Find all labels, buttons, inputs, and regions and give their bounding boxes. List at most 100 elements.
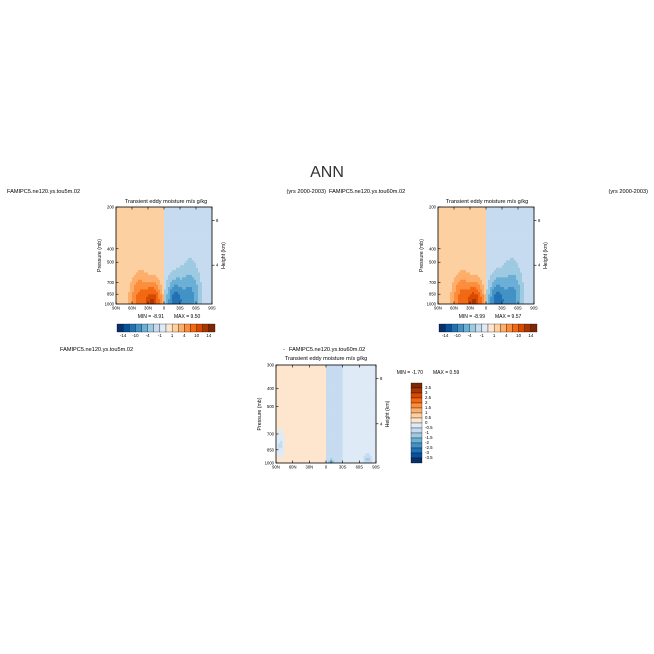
field-cell — [486, 219, 489, 222]
field-cell — [450, 274, 453, 278]
field-cell — [124, 301, 127, 305]
field-cell — [278, 421, 281, 425]
field-cell — [154, 294, 157, 298]
field-cell — [138, 216, 141, 220]
field-cell — [500, 207, 503, 210]
field-cell — [196, 236, 199, 239]
field-cell — [506, 262, 509, 266]
field-cell — [194, 265, 197, 268]
field-cell — [166, 233, 169, 237]
field-cell — [492, 245, 495, 249]
field-cell — [484, 207, 487, 210]
field-cell — [186, 257, 189, 261]
field-cell — [442, 279, 445, 283]
field-cell — [292, 431, 296, 434]
field-cell — [118, 219, 121, 222]
field-cell — [502, 243, 505, 247]
field-cell — [180, 265, 183, 268]
field-cell — [156, 257, 159, 261]
field-cell — [504, 250, 507, 254]
field-cell — [458, 216, 461, 220]
field-cell — [520, 211, 523, 215]
field-cell — [280, 404, 283, 407]
field-cell — [138, 289, 141, 293]
field-cell — [452, 270, 455, 273]
field-cell — [174, 257, 177, 261]
field-cell — [128, 279, 131, 283]
field-cell — [502, 226, 505, 230]
field-cell — [192, 216, 195, 220]
field-cell — [518, 231, 521, 234]
field-cell — [180, 274, 183, 278]
field-cell — [284, 374, 287, 378]
field-cell — [150, 248, 153, 251]
field-cell — [210, 274, 213, 278]
field-cell — [321, 433, 325, 437]
field-cell — [150, 207, 153, 210]
field-cell — [170, 253, 173, 256]
field-cell — [184, 265, 187, 268]
field-cell — [120, 214, 123, 217]
field-cell — [176, 248, 179, 251]
field-cell — [440, 207, 443, 210]
field-cell — [198, 243, 201, 247]
field-cell — [166, 291, 169, 295]
field-cell — [276, 443, 279, 447]
field-cell — [190, 221, 193, 225]
field-cell — [448, 223, 451, 227]
field-cell — [446, 228, 449, 232]
field-cell — [164, 207, 167, 210]
field-cell — [180, 294, 183, 298]
field-cell — [476, 277, 479, 281]
field-cell — [496, 289, 499, 293]
field-cell — [296, 460, 300, 464]
field-cell — [296, 365, 300, 368]
field-cell — [192, 231, 195, 234]
field-cell — [126, 265, 129, 268]
field-cell — [192, 248, 195, 251]
field-cell — [172, 231, 175, 234]
field-cell — [468, 236, 471, 239]
field-cell — [524, 277, 527, 281]
field-cell — [176, 257, 179, 261]
field-cell — [290, 455, 293, 459]
field-cell — [174, 221, 177, 225]
field-cell — [164, 262, 167, 266]
field-cell — [200, 248, 203, 251]
field-cell — [190, 231, 193, 234]
field-cell — [446, 209, 449, 213]
field-cell — [526, 233, 529, 237]
field-cell — [482, 267, 485, 271]
field-cell — [282, 384, 285, 388]
field-cell — [311, 416, 314, 420]
field-cell — [466, 248, 469, 251]
field-cell — [178, 209, 181, 213]
field-cell — [148, 277, 151, 281]
field-cell — [280, 384, 283, 388]
field-cell — [514, 231, 517, 234]
field-cell — [194, 238, 197, 242]
field-cell — [154, 226, 157, 230]
field-cell — [311, 411, 314, 415]
field-cell — [498, 236, 501, 239]
colorbar-box — [122, 323, 130, 333]
colorbar-label: -10 — [132, 333, 139, 338]
field-cell — [458, 257, 461, 261]
field-cell — [128, 291, 131, 295]
field-cell — [280, 428, 283, 432]
field-cell — [298, 404, 302, 407]
field-cell — [170, 240, 173, 244]
field-cell — [532, 282, 535, 285]
field-cell — [146, 287, 149, 290]
field-cell — [146, 289, 149, 293]
field-cell — [122, 291, 125, 295]
field-cell — [514, 287, 517, 290]
field-cell — [200, 221, 203, 225]
field-cell — [120, 231, 123, 234]
field-cell — [454, 284, 457, 288]
field-cell — [313, 458, 316, 461]
field-cell — [438, 253, 441, 256]
field-cell — [142, 221, 145, 225]
field-cell — [486, 221, 489, 225]
field-cell — [290, 406, 293, 410]
